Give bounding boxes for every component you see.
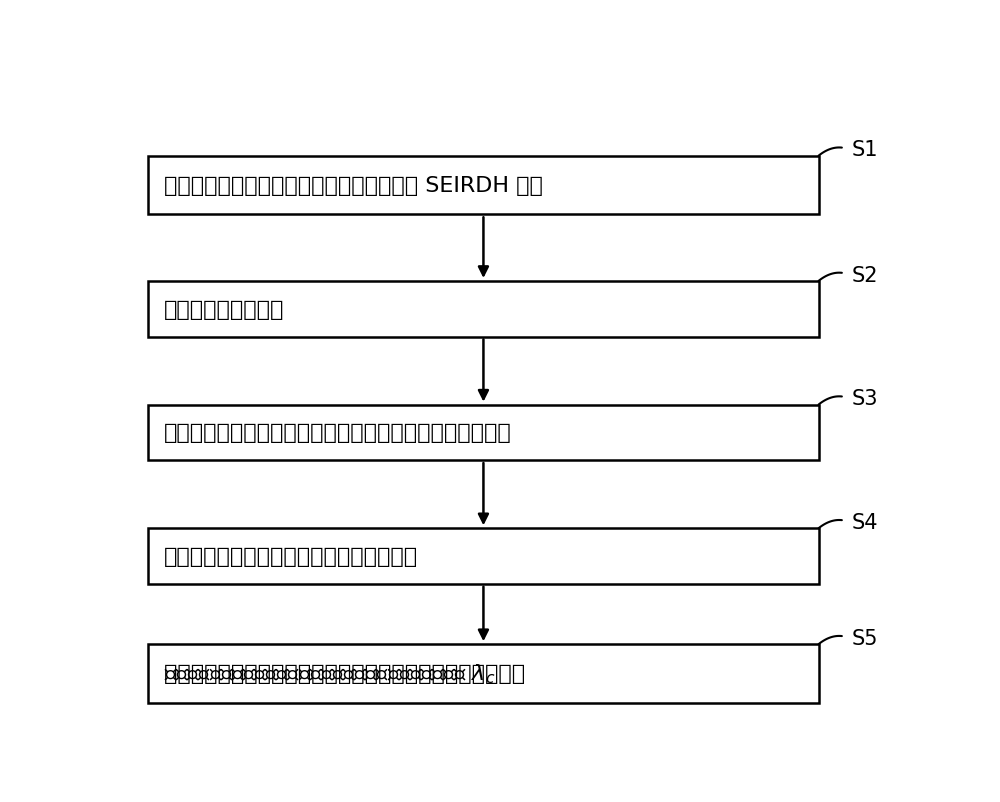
Text: 检测、接触追踪以及隔离措施下，求解流行病传播的临界阈值 $\lambda_c$: 检测、接触追踪以及隔离措施下，求解流行病传播的临界阈值 $\lambda_c$ bbox=[164, 662, 495, 686]
Text: S1: S1 bbox=[852, 140, 878, 160]
Bar bbox=[148, 156, 819, 215]
Text: 时序网络的演化规则: 时序网络的演化规则 bbox=[164, 299, 284, 319]
Text: S2: S2 bbox=[852, 265, 878, 286]
FancyArrowPatch shape bbox=[479, 464, 488, 523]
Text: S5: S5 bbox=[852, 628, 878, 648]
FancyArrowPatch shape bbox=[479, 218, 488, 276]
Text: S3: S3 bbox=[852, 389, 878, 409]
Text: 根据平均场理论构建基于检测和接触追踪的 SEIRDH 模型: 根据平均场理论构建基于检测和接触追踪的 SEIRDH 模型 bbox=[164, 176, 543, 196]
Bar bbox=[148, 644, 819, 703]
FancyArrowPatch shape bbox=[479, 340, 488, 399]
Bar bbox=[148, 405, 819, 460]
Text: 根据时序网络的演化规则，模拟流行病传播的动态演化过程: 根据时序网络的演化规则，模拟流行病传播的动态演化过程 bbox=[164, 423, 512, 443]
Bar bbox=[148, 282, 819, 337]
Text: 检测、接触追踪以及隔离措施下，求解流行病传播的临界阈值: 检测、接触追踪以及隔离措施下，求解流行病传播的临界阈值 bbox=[164, 663, 532, 683]
Bar bbox=[148, 529, 819, 584]
Text: 统计稳态时网络中恢复节点和死亡节点比例: 统计稳态时网络中恢复节点和死亡节点比例 bbox=[164, 546, 418, 566]
FancyArrowPatch shape bbox=[479, 587, 488, 638]
Text: S4: S4 bbox=[852, 512, 878, 533]
